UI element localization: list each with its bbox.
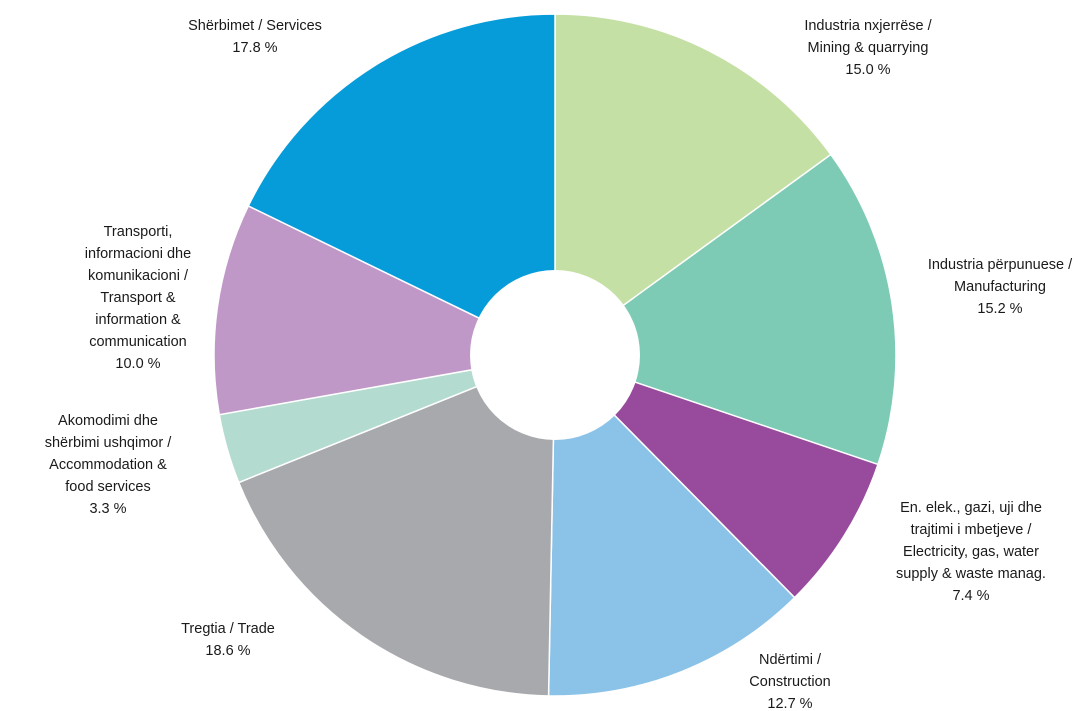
slice-label-line: Construction — [749, 674, 830, 690]
slice-label-line: supply & waste manag. — [896, 566, 1046, 582]
slice-value-3: 12.7 % — [767, 696, 812, 711]
donut-hole — [470, 270, 640, 440]
slice-label-line: Tregtia / Trade — [181, 621, 275, 637]
slices-group — [213, 13, 897, 697]
slice-label-5: Akomodimi dhe shërbimi ushqimor / Accommod… — [45, 413, 172, 517]
slice-label-7: Shërbimet / Services 17.8 % — [188, 18, 322, 56]
slice-value-4: 18.6 % — [205, 643, 250, 659]
slice-label-0: Industria nxjerrëse / Mining & quarrying 1… — [804, 18, 932, 78]
slice-label-line: En. elek., gazi, uji dhe — [900, 500, 1042, 516]
labels-group: Industria nxjerrëse / Mining & quarrying 1… — [45, 18, 1073, 711]
slice-value-0: 15.0 % — [845, 62, 890, 78]
slice-value-2: 7.4 % — [952, 588, 989, 604]
slice-label-4: Tregtia / Trade 18.6 % — [181, 621, 275, 659]
slice-label-2: En. elek., gazi, uji dhe trajtimi i mbetj… — [896, 500, 1046, 604]
slice-3 — [547, 353, 796, 697]
slice-label-line: Accommodation & — [49, 457, 167, 473]
slice-1 — [553, 153, 897, 466]
slice-label-1: Industria përpunuese / Manufacturing 15.2 … — [928, 257, 1073, 317]
slice-value-7: 17.8 % — [232, 40, 277, 56]
slice-6 — [213, 204, 558, 416]
slice-label-line: communication — [89, 334, 187, 350]
slice-7 — [247, 13, 556, 357]
slice-label-line: Transport & — [100, 290, 176, 306]
slice-label-line: trajtimi i mbetjeve / — [911, 522, 1033, 538]
slice-label-line: Transporti, — [104, 224, 173, 240]
slice-label-line: shërbimi ushqimor / — [45, 435, 172, 451]
slice-0 — [554, 13, 832, 357]
slice-label-line: Mining & quarrying — [808, 40, 929, 56]
slice-value-6: 10.0 % — [115, 356, 160, 372]
slice-label-6: Transporti, informacioni dhe komunikacioni… — [85, 224, 191, 372]
slice-label-line: Shërbimet / Services — [188, 18, 322, 34]
slice-label-line: Electricity, gas, water — [903, 544, 1039, 560]
slice-label-line: Industria nxjerrëse / — [804, 18, 932, 34]
slice-label-line: informacioni dhe — [85, 246, 191, 262]
slice-4 — [237, 353, 556, 697]
slice-label-line: information & — [95, 312, 181, 328]
slice-label-line: Manufacturing — [954, 279, 1046, 295]
slice-label-line: food services — [65, 479, 150, 495]
slice-value-1: 15.2 % — [977, 301, 1022, 317]
slice-label-3: Ndërtimi / Construction 12.7 % — [749, 652, 830, 711]
slice-2 — [554, 354, 879, 599]
slice-label-line: Ndërtimi / — [759, 652, 822, 668]
slice-label-line: Akomodimi dhe — [58, 413, 158, 429]
slice-label-line: Industria përpunuese / — [928, 257, 1073, 273]
slice-label-line: komunikacioni / — [88, 268, 189, 284]
slice-value-5: 3.3 % — [89, 501, 126, 517]
